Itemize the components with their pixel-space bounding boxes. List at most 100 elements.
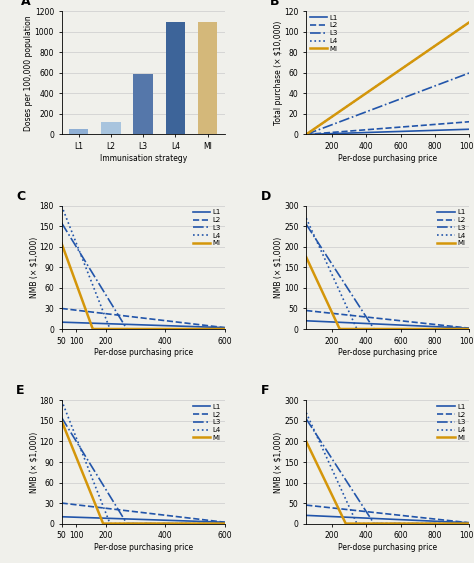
Line: L1: L1 (306, 129, 469, 135)
L3 (193, 520, 199, 527)
L3 (466, 325, 472, 332)
L3 (304, 131, 310, 137)
L1 (136, 321, 142, 328)
L3 (59, 414, 64, 421)
L2 (466, 325, 472, 332)
MI (401, 64, 406, 71)
Line: L4: L4 (306, 218, 469, 329)
L1 (222, 324, 228, 331)
L1 (437, 324, 443, 330)
L4 (304, 131, 310, 137)
L1 (382, 516, 387, 522)
X-axis label: Per-dose purchasing price: Per-dose purchasing price (338, 543, 438, 552)
MI (137, 325, 142, 332)
X-axis label: Per-dose purchasing price: Per-dose purchasing price (93, 348, 193, 358)
L4 (59, 203, 64, 209)
MI (463, 325, 468, 332)
Text: D: D (261, 190, 271, 203)
L4 (59, 397, 64, 404)
L4 (392, 520, 398, 527)
L2 (222, 324, 228, 331)
L1 (437, 518, 443, 525)
Bar (198, 21, 217, 135)
L1 (147, 321, 153, 328)
L1 (303, 512, 309, 519)
Legend: L1, L2, L3, L4, MI: L1, L2, L3, L4, MI (438, 209, 466, 246)
L3 (382, 325, 388, 332)
Bar (166, 21, 185, 135)
L2 (304, 131, 310, 138)
MI (337, 325, 343, 332)
MI (303, 254, 309, 261)
L3 (193, 325, 199, 332)
L1 (222, 519, 228, 526)
L1 (303, 318, 309, 324)
L2 (59, 305, 64, 312)
L3 (124, 325, 130, 332)
L2 (147, 315, 153, 322)
L2 (437, 321, 443, 328)
L1 (303, 131, 309, 138)
L4 (193, 325, 199, 332)
L2 (303, 131, 309, 138)
MI (343, 520, 348, 527)
L1 (192, 518, 198, 525)
L4 (137, 325, 142, 332)
MI (441, 37, 447, 43)
L4 (463, 325, 468, 332)
L4 (401, 520, 406, 527)
L4 (401, 64, 406, 71)
MI (218, 520, 224, 527)
Line: L3: L3 (306, 419, 469, 524)
Line: MI: MI (306, 23, 469, 135)
L1 (441, 127, 447, 133)
L1 (466, 325, 472, 332)
MI (137, 325, 143, 332)
L2 (401, 512, 406, 519)
MI (59, 240, 64, 247)
Y-axis label: Doses per 100,000 population: Doses per 100,000 population (24, 15, 33, 131)
L4 (303, 131, 309, 138)
L2 (218, 519, 224, 525)
L4 (147, 520, 153, 527)
MI (392, 325, 398, 332)
L2 (463, 519, 468, 526)
L3 (371, 520, 377, 527)
Text: B: B (270, 0, 280, 8)
L3 (401, 520, 406, 527)
L1 (382, 321, 387, 328)
Line: L2: L2 (306, 311, 469, 328)
L3 (156, 520, 162, 527)
Bar (69, 129, 88, 135)
L2 (463, 324, 468, 331)
MI (222, 325, 228, 332)
L3 (466, 70, 472, 77)
L2 (136, 314, 142, 321)
X-axis label: Per-dose purchasing price: Per-dose purchasing price (338, 348, 438, 358)
L4 (218, 520, 224, 527)
MI (466, 520, 472, 527)
L3 (303, 131, 309, 138)
L3 (218, 520, 224, 527)
L3 (463, 325, 468, 332)
L1 (401, 128, 406, 135)
L1 (401, 322, 406, 329)
L4 (222, 325, 228, 332)
L2 (156, 316, 162, 323)
MI (438, 520, 443, 527)
L1 (392, 516, 397, 523)
MI (400, 65, 406, 72)
MI (222, 520, 228, 527)
L1 (304, 131, 310, 138)
L2 (137, 509, 143, 516)
L1 (59, 319, 64, 325)
L2 (403, 123, 409, 130)
L2 (222, 519, 228, 526)
Line: L3: L3 (62, 223, 225, 329)
L3 (137, 520, 142, 527)
L1 (451, 126, 457, 133)
MI (100, 520, 106, 527)
MI (463, 520, 468, 527)
MI (382, 325, 388, 332)
Line: MI: MI (62, 421, 225, 524)
